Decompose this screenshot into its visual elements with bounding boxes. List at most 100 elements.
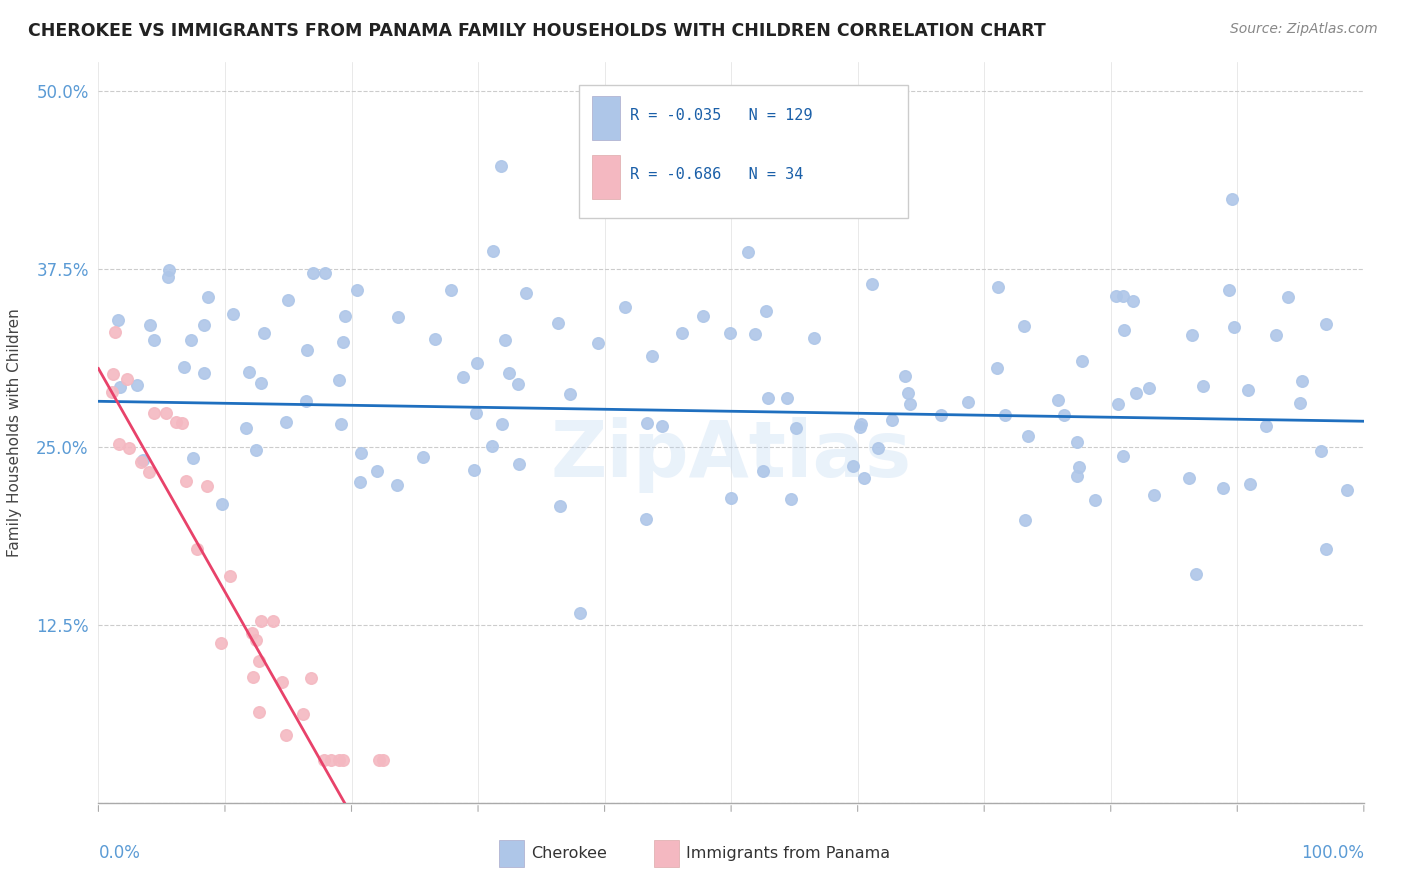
- Point: [250, 614, 273, 628]
- Point: [1014, 318, 1036, 333]
- Point: [1017, 429, 1039, 443]
- Point: [897, 386, 920, 401]
- Text: R = -0.035   N = 129: R = -0.035 N = 129: [630, 108, 813, 123]
- Point: [209, 636, 232, 650]
- Point: [101, 385, 124, 400]
- Point: [367, 753, 389, 767]
- Point: [636, 512, 658, 526]
- Point: [245, 633, 267, 648]
- Point: [412, 450, 434, 464]
- Point: [1185, 567, 1208, 582]
- Point: [481, 439, 503, 453]
- Point: [253, 326, 276, 340]
- Bar: [592, 155, 620, 200]
- Point: [197, 290, 219, 304]
- Point: [785, 421, 807, 435]
- Point: [165, 415, 187, 429]
- Point: [744, 326, 766, 341]
- Point: [853, 471, 876, 485]
- Point: [132, 453, 155, 467]
- Point: [1084, 493, 1107, 508]
- Point: [1315, 541, 1337, 556]
- Point: [218, 569, 240, 583]
- Point: [108, 437, 131, 451]
- Point: [333, 310, 356, 324]
- Point: [173, 359, 195, 374]
- Point: [1143, 488, 1166, 502]
- Text: ZipAtlas: ZipAtlas: [551, 417, 911, 493]
- Point: [125, 378, 148, 392]
- Point: [586, 336, 609, 351]
- Point: [671, 326, 693, 340]
- Point: [108, 379, 131, 393]
- Point: [222, 307, 245, 321]
- Point: [489, 159, 512, 173]
- Point: [262, 614, 284, 628]
- Point: [301, 671, 323, 685]
- Text: Source: ZipAtlas.com: Source: ZipAtlas.com: [1230, 22, 1378, 37]
- Point: [1066, 435, 1088, 450]
- Point: [247, 654, 270, 668]
- Text: Immigrants from Panama: Immigrants from Panama: [686, 847, 890, 861]
- Point: [515, 285, 537, 300]
- Point: [425, 332, 447, 346]
- Point: [193, 318, 215, 332]
- Point: [328, 753, 350, 767]
- Point: [195, 478, 218, 492]
- Point: [651, 418, 673, 433]
- Point: [247, 705, 270, 719]
- Text: Cherokee: Cherokee: [531, 847, 607, 861]
- Point: [1071, 354, 1094, 368]
- Point: [129, 454, 152, 468]
- Point: [1239, 477, 1261, 491]
- Point: [494, 333, 516, 347]
- Point: [387, 310, 409, 325]
- Point: [498, 366, 520, 380]
- Point: [238, 365, 260, 379]
- Point: [465, 356, 488, 370]
- Text: CHEROKEE VS IMMIGRANTS FROM PANAMA FAMILY HOUSEHOLDS WITH CHILDREN CORRELATION C: CHEROKEE VS IMMIGRANTS FROM PANAMA FAMIL…: [28, 22, 1046, 40]
- Point: [440, 283, 463, 297]
- Point: [1067, 459, 1090, 474]
- Point: [1277, 290, 1299, 304]
- Point: [1066, 469, 1088, 483]
- Point: [1046, 393, 1069, 408]
- Point: [242, 670, 264, 684]
- Point: [1125, 385, 1147, 400]
- Point: [115, 372, 138, 386]
- Point: [957, 394, 980, 409]
- Point: [986, 360, 1008, 375]
- Point: [842, 458, 865, 473]
- Point: [737, 244, 759, 259]
- Point: [1254, 419, 1277, 434]
- Point: [245, 443, 267, 458]
- Point: [755, 304, 778, 318]
- Point: [614, 301, 637, 315]
- Point: [385, 477, 408, 491]
- Point: [569, 606, 592, 620]
- Point: [271, 675, 294, 690]
- Point: [157, 263, 180, 277]
- Point: [1288, 396, 1310, 410]
- Point: [463, 463, 485, 477]
- Point: [156, 270, 179, 285]
- Point: [139, 318, 162, 333]
- Point: [104, 325, 127, 339]
- Point: [636, 417, 658, 431]
- Point: [508, 457, 530, 471]
- Point: [866, 441, 889, 455]
- Point: [329, 417, 352, 431]
- Point: [186, 542, 208, 557]
- Point: [181, 450, 204, 465]
- Point: [1309, 444, 1331, 458]
- Point: [240, 626, 263, 640]
- Point: [346, 283, 368, 297]
- Point: [274, 415, 297, 429]
- Point: [1105, 289, 1128, 303]
- Point: [276, 728, 298, 742]
- Point: [291, 706, 314, 721]
- Point: [170, 417, 193, 431]
- Point: [641, 349, 664, 363]
- Point: [349, 475, 371, 489]
- Point: [558, 387, 581, 401]
